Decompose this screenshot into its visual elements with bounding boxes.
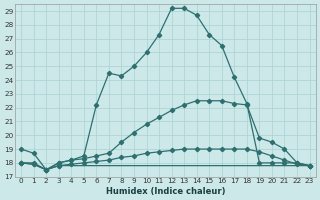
X-axis label: Humidex (Indice chaleur): Humidex (Indice chaleur) bbox=[106, 187, 225, 196]
